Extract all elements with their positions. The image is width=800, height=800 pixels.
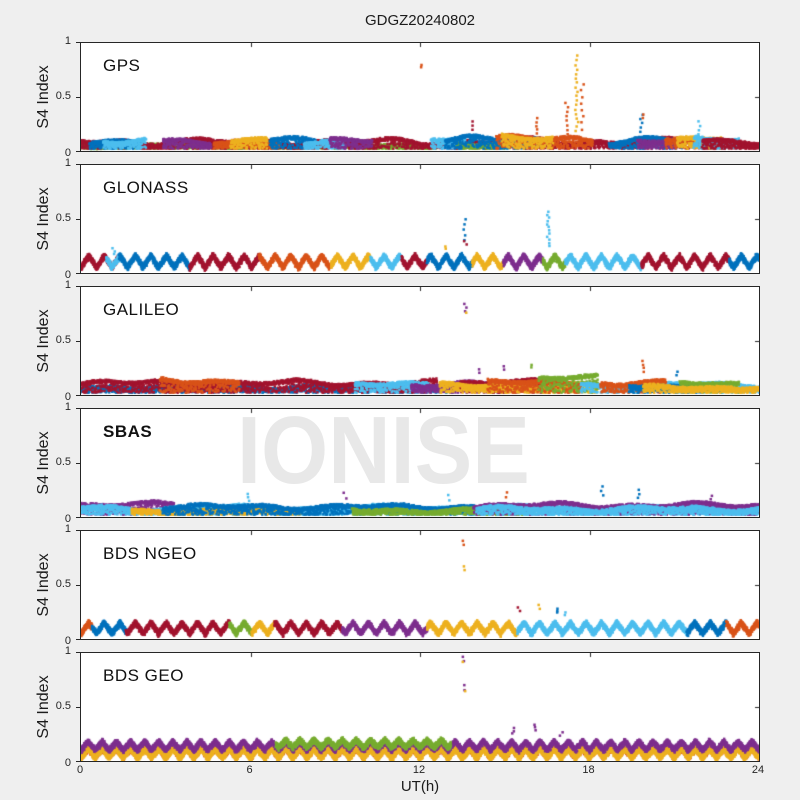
plot-panel-bds-ngeo: BDS NGEO [80, 530, 760, 640]
y-tick-mark [76, 585, 80, 586]
x-tick-label: 24 [751, 764, 765, 776]
y-tick-label: 1 [64, 401, 71, 413]
panel-label: BDS NGEO [103, 544, 197, 563]
x-tick-label: 12 [412, 764, 426, 776]
y-tick-mark [76, 408, 80, 409]
panel-row-sbas: S4 Index 1 0.5 0 IONISESBAS [0, 401, 760, 525]
y-tick-label: 0.5 [55, 456, 71, 468]
y-tick-mark [76, 395, 80, 396]
scatter-canvas-galileo [81, 287, 759, 395]
x-tick-label: 0 [76, 764, 84, 776]
y-tick-mark [76, 639, 80, 640]
y-tick-label: 1 [64, 35, 71, 47]
y-tick-mark [76, 286, 80, 287]
figure-title: GDGZ20240802 [364, 12, 476, 29]
panel-label: BDS GEO [103, 666, 184, 685]
y-tick-label: 1 [64, 523, 71, 535]
x-axis-tick-labels: 0 6 12 18 24 [0, 764, 800, 780]
y-tick-label: 0 [64, 635, 71, 647]
y-axis-label: S4 Index [35, 65, 52, 129]
panel-row-bds-geo: S4 Index 1 0.5 0 BDS GEO [0, 645, 760, 769]
y-tick-label: 0.5 [55, 334, 71, 346]
x-tick-label: 6 [246, 764, 253, 776]
panel-label: GLONASS [103, 178, 189, 197]
panel-row-bds-ngeo: S4 Index 1 0.5 0 BDS NGEO [0, 523, 760, 647]
panel-row-galileo: S4 Index 1 0.5 0 GALILEO [0, 279, 760, 403]
y-axis-area: S4 Index 1 0.5 0 [0, 279, 80, 403]
scatter-canvas-glonass [81, 165, 759, 273]
y-tick-mark [76, 97, 80, 98]
y-axis-area: S4 Index 1 0.5 0 [0, 35, 80, 159]
y-tick-mark [76, 341, 80, 342]
y-axis-area: S4 Index 1 0.5 0 [0, 157, 80, 281]
y-tick-mark [76, 219, 80, 220]
y-axis-area: S4 Index 1 0.5 0 [0, 523, 80, 647]
y-tick-label: 0.5 [55, 700, 71, 712]
y-axis-label: S4 Index [35, 431, 52, 495]
scatter-canvas-sbas [81, 409, 759, 517]
plot-panel-bds-geo: BDS GEO [80, 652, 760, 762]
y-axis-area: S4 Index 1 0.5 0 [0, 401, 80, 525]
y-tick-mark [76, 652, 80, 653]
y-tick-label: 0 [64, 147, 71, 159]
scatter-canvas-bds-ngeo [81, 531, 759, 639]
y-tick-mark [76, 151, 80, 152]
y-axis-label: S4 Index [35, 675, 52, 739]
y-tick-label: 1 [64, 645, 71, 657]
y-tick-label: 0 [64, 513, 71, 525]
y-tick-mark [76, 164, 80, 165]
y-axis-area: S4 Index 1 0.5 0 [0, 645, 80, 769]
panel-label: GPS [103, 56, 141, 75]
panels-container: S4 Index 1 0.5 0 GPS S4 Index 1 0.5 0 GLONASS S4 I… [0, 35, 760, 774]
panel-row-gps: S4 Index 1 0.5 0 GPS [0, 35, 760, 159]
y-axis-label: S4 Index [35, 553, 52, 617]
x-axis-label: UT(h) [400, 778, 440, 795]
y-tick-label: 0 [64, 269, 71, 281]
y-tick-mark [76, 42, 80, 43]
x-tick-label: 18 [582, 764, 595, 776]
y-tick-mark [76, 273, 80, 274]
y-tick-mark [76, 463, 80, 464]
plot-panel-glonass: GLONASS [80, 164, 760, 274]
panel-label: SBAS [103, 422, 153, 441]
scatter-canvas-gps [81, 43, 759, 151]
scatter-canvas-bds-geo [81, 653, 759, 761]
y-tick-mark [76, 707, 80, 708]
y-tick-label: 0.5 [55, 212, 71, 224]
y-tick-mark [76, 530, 80, 531]
y-tick-label: 1 [64, 157, 71, 169]
y-tick-mark [76, 761, 80, 762]
y-tick-label: 0 [64, 391, 71, 403]
y-tick-label: 0 [64, 757, 71, 769]
panel-label: GALILEO [103, 300, 180, 319]
y-tick-mark [76, 517, 80, 518]
y-tick-label: 0.5 [55, 578, 71, 590]
y-tick-label: 1 [64, 279, 71, 291]
plot-panel-gps: GPS [80, 42, 760, 152]
panel-row-glonass: S4 Index 1 0.5 0 GLONASS [0, 157, 760, 281]
plot-panel-galileo: GALILEO [80, 286, 760, 396]
plot-panel-sbas: IONISESBAS [80, 408, 760, 518]
y-axis-label: S4 Index [35, 309, 52, 373]
y-axis-label: S4 Index [35, 187, 52, 251]
y-tick-label: 0.5 [55, 90, 71, 102]
